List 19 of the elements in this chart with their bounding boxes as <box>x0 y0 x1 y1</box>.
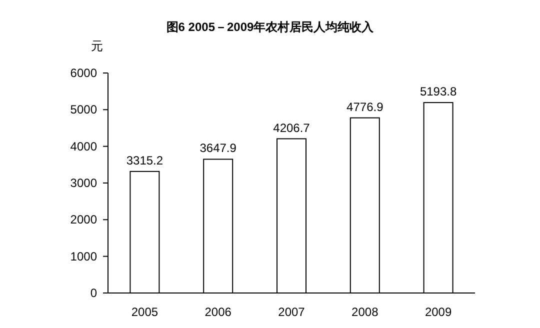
data-label: 5193.8 <box>420 84 457 99</box>
x-tick-label: 2005 <box>131 305 158 319</box>
x-tick-label: 2008 <box>352 305 379 319</box>
data-label: 3647.9 <box>200 141 237 156</box>
y-tick-label: 0 <box>90 286 98 300</box>
x-tick-label: 2009 <box>424 305 452 319</box>
y-tick-label: 6000 <box>70 66 98 80</box>
data-label: 3315.2 <box>126 153 164 168</box>
y-tick-label: 4000 <box>70 139 98 154</box>
y-tick-label: 1000 <box>70 249 98 264</box>
y-tick-label: 3000 <box>70 176 98 190</box>
y-axis-title: 元 <box>91 39 103 53</box>
x-tick-label: 2007 <box>278 305 306 319</box>
data-label: 4206.7 <box>273 120 310 135</box>
chart-title: 图6 2005－2009年农村居民人均纯收入 <box>166 20 375 34</box>
data-label: 4776.9 <box>346 100 384 114</box>
y-tick-label: 5000 <box>70 102 98 117</box>
x-tick-label: 2006 <box>204 305 232 319</box>
y-tick-label: 2000 <box>70 212 98 227</box>
